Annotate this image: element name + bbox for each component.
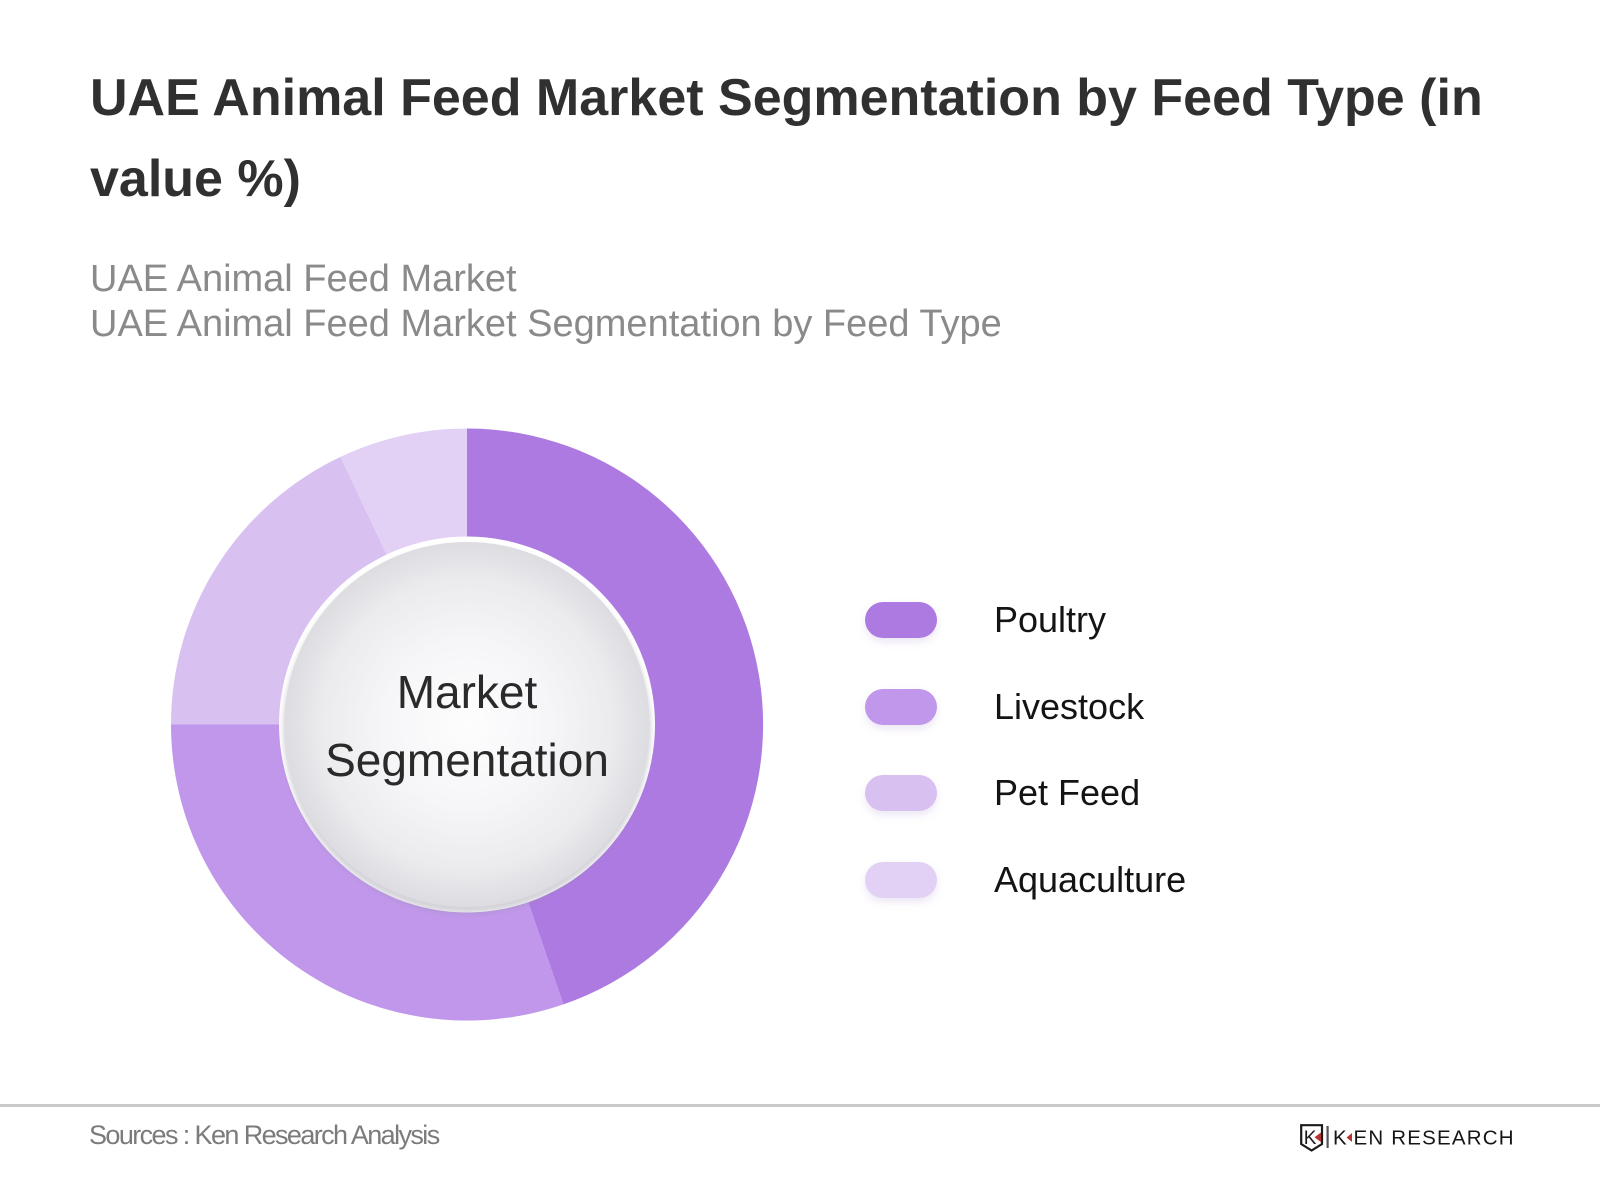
svg-text:K: K [1304, 1128, 1317, 1149]
svg-text:K: K [1333, 1127, 1348, 1150]
svg-text:EN RESEARCH: EN RESEARCH [1354, 1127, 1515, 1150]
